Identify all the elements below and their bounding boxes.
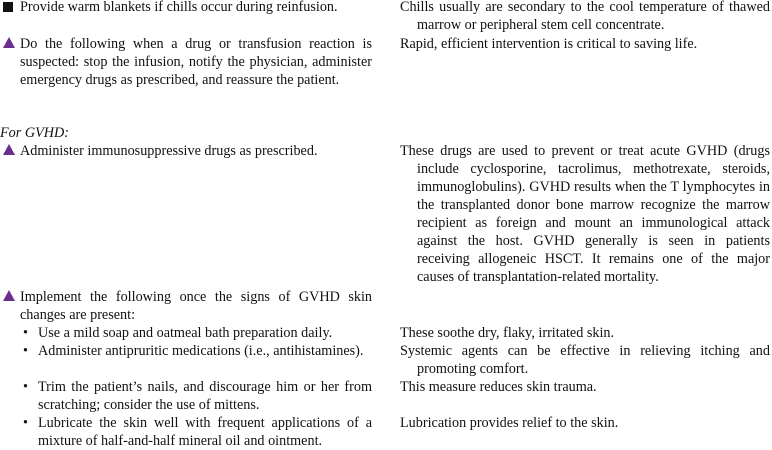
action-text: Implement the following once the signs o… [20, 289, 372, 323]
action-text: Do the following when a drug or transfus… [20, 36, 372, 88]
bullet-dot: • [23, 325, 28, 341]
triangle-bullet-icon [3, 290, 15, 301]
subitem-text: Trim the patient’s nails, and discourage… [38, 379, 372, 413]
rationale-text: These soothe dry, flaky, irritated skin. [400, 325, 615, 341]
rationale-text: Systemic agents can be effective in reli… [400, 343, 770, 377]
action-text: Provide warm blankets if chills occur du… [20, 0, 338, 15]
bullet-dot: • [23, 415, 28, 431]
rationale-text: This measure reduces skin trauma. [400, 379, 597, 395]
triangle-bullet-icon [3, 37, 15, 48]
bullet-dot: • [23, 379, 28, 395]
rationale-text: Lubrication provides relief to the skin. [400, 415, 619, 431]
square-bullet-icon [3, 2, 13, 12]
action-text: Administer immunosuppressive drugs as pr… [20, 143, 318, 159]
rationale-text: Chills usually are secondary to the cool… [400, 0, 770, 33]
triangle-bullet-icon [3, 144, 15, 155]
rationale-text: These drugs are used to prevent or treat… [400, 143, 770, 285]
subitem-text: Use a mild soap and oatmeal bath prepara… [38, 325, 333, 341]
bullet-dot: • [23, 343, 28, 359]
section-heading: For GVHD: [0, 125, 69, 141]
rationale-text: Rapid, efficient intervention is critica… [400, 36, 698, 52]
subitem-text: Administer antipruritic medications (i.e… [38, 343, 364, 359]
